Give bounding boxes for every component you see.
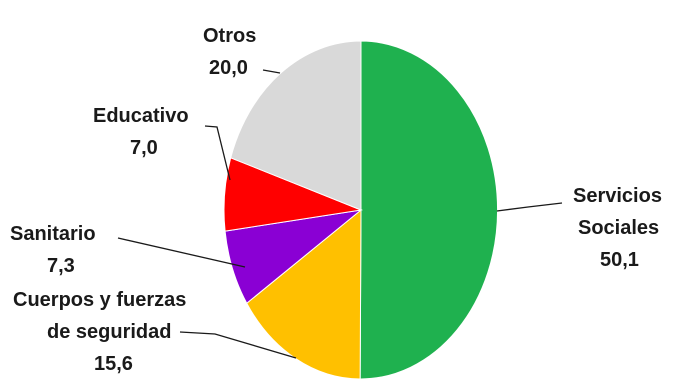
slice-label-educativo: Educativo — [93, 105, 189, 127]
slice-label-otros: Otros — [203, 25, 256, 47]
label-sanitario: Sanitario 7,3 — [10, 223, 96, 277]
pie-slices — [223, 40, 499, 379]
slice-value-educativo: 7,0 — [130, 137, 158, 159]
slice-value-servicios: 50,1 — [600, 249, 639, 271]
label-servicios-sociales: Servicios Sociales 50,1 — [573, 185, 662, 271]
slice-value-cuerpos: 15,6 — [94, 353, 133, 375]
pie-slice-cuerpos-y-fuerzas-de-seguridad — [246, 208, 362, 379]
slice-value-sanitario: 7,3 — [47, 255, 75, 277]
label-otros: Otros 20,0 — [203, 25, 256, 79]
leader-line-sanitario — [117, 237, 246, 268]
leader-line-servicios-sociales — [496, 202, 563, 212]
slice-label-servicios-line2: Sociales — [578, 217, 659, 239]
pie-slice-otros — [230, 40, 362, 211]
label-educativo: Educativo 7,0 — [93, 105, 189, 159]
slice-label-cuerpos-line1: Cuerpos y fuerzas — [13, 289, 186, 311]
label-cuerpos-seguridad: Cuerpos y fuerzas de seguridad 15,6 — [13, 289, 186, 375]
slice-value-otros: 20,0 — [209, 57, 248, 79]
leader-lines — [117, 69, 563, 359]
pie-slice-servicios-sociales — [359, 40, 499, 379]
leader-line-educativo — [204, 125, 231, 181]
slice-label-servicios-line1: Servicios — [573, 185, 662, 207]
slice-label-sanitario: Sanitario — [10, 223, 96, 245]
leader-line-otros — [262, 69, 281, 74]
slice-label-cuerpos-line2: de seguridad — [47, 321, 171, 343]
leader-line-cuerpos-seguridad — [179, 331, 297, 359]
